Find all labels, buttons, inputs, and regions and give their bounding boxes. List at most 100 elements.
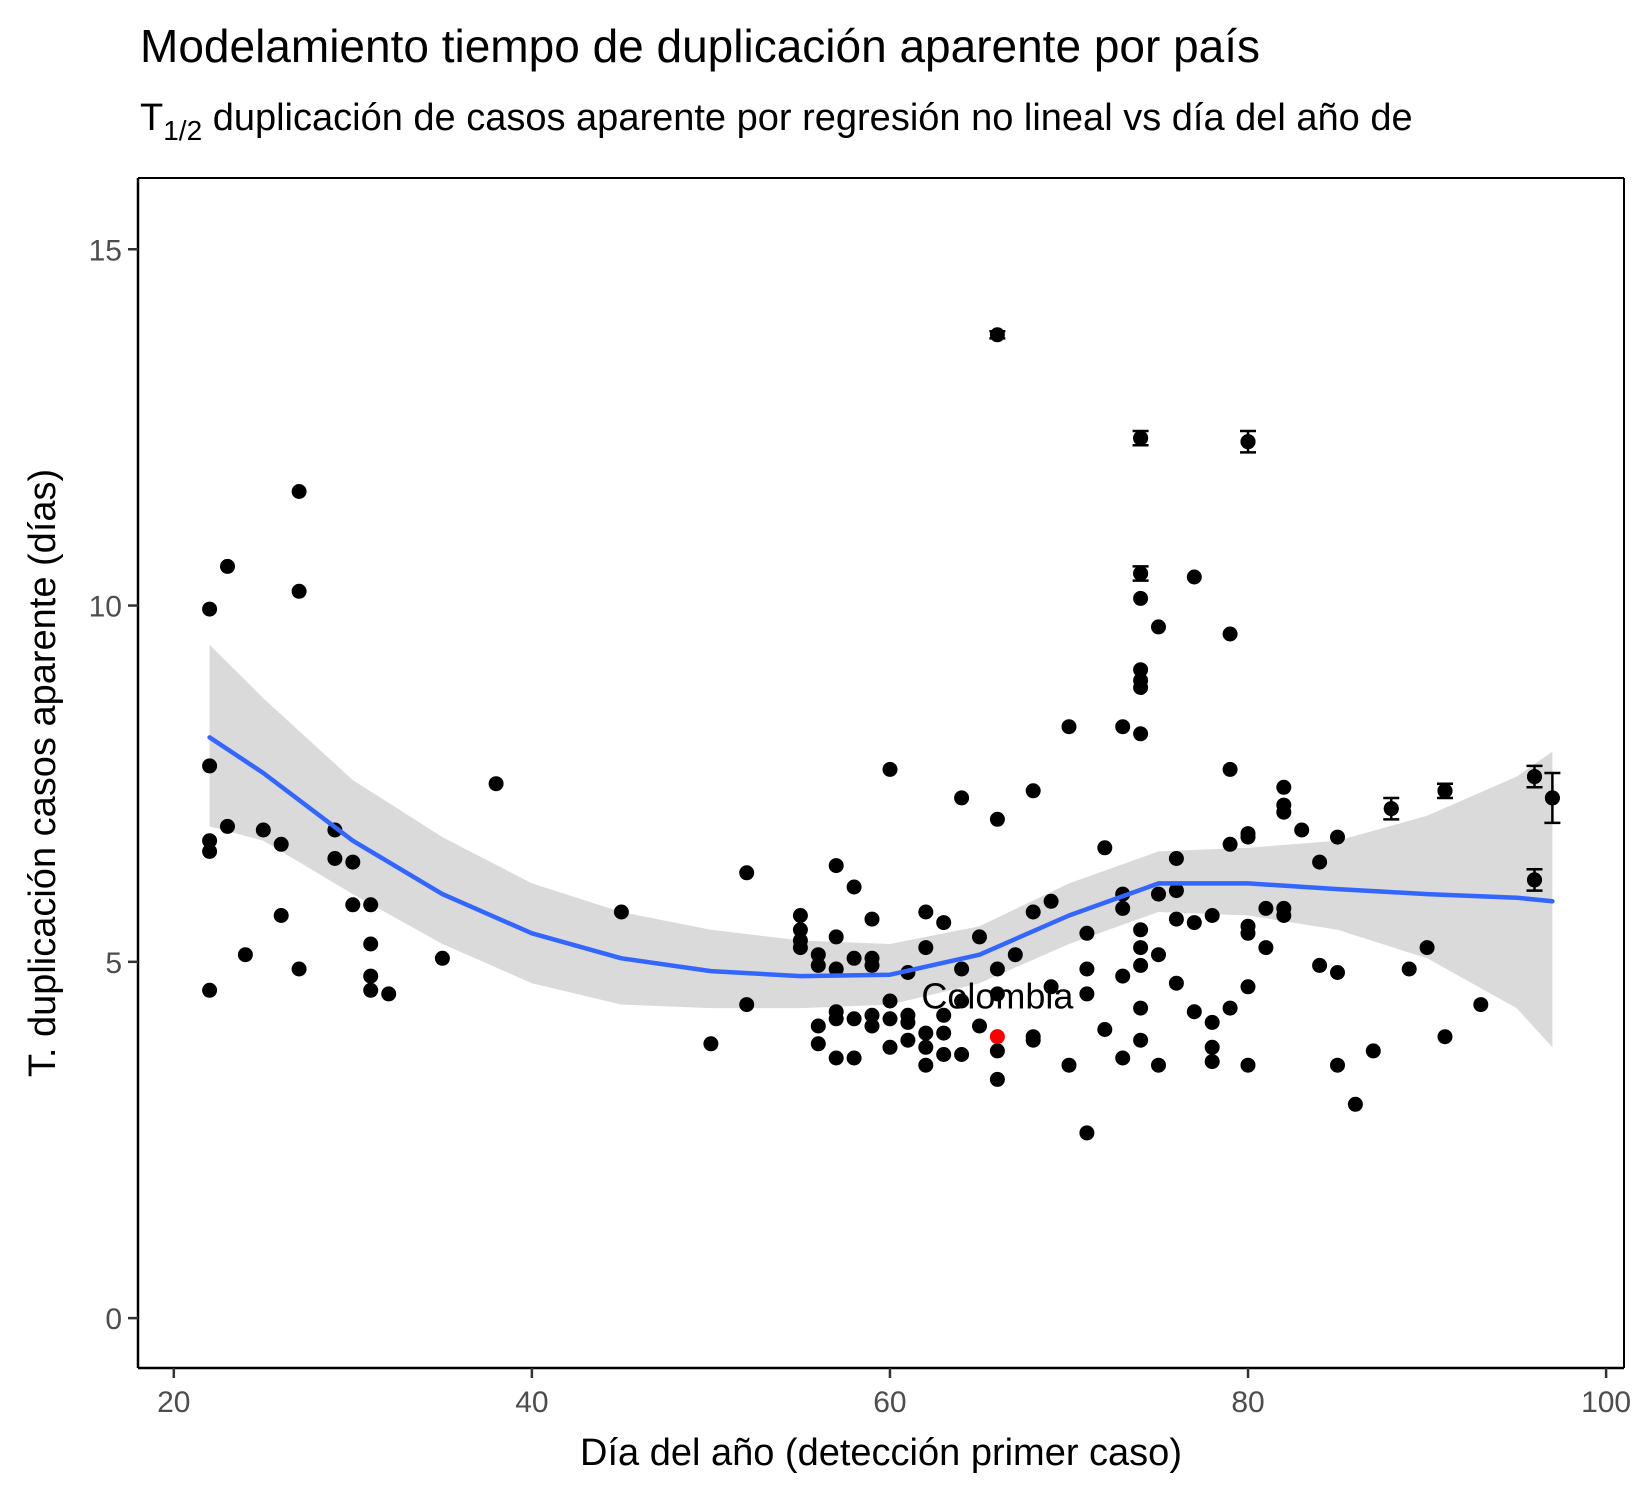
x-axis-ticks: 20 40 60 80 100 bbox=[157, 1368, 1631, 1419]
x-tick-label: 40 bbox=[515, 1386, 548, 1419]
data-point bbox=[1240, 434, 1256, 450]
data-point bbox=[936, 1047, 952, 1062]
chart-title: Modelamiento tiempo de duplicación apare… bbox=[140, 20, 1260, 72]
data-point bbox=[202, 758, 218, 774]
data-point bbox=[1222, 626, 1238, 642]
subtitle-subscript: 1/2 bbox=[163, 115, 202, 146]
data-point bbox=[792, 922, 808, 938]
data-point bbox=[936, 915, 952, 931]
data-point bbox=[1115, 968, 1131, 984]
x-axis-title: Día del año (detección primer caso) bbox=[580, 1432, 1182, 1474]
data-point bbox=[989, 961, 1005, 977]
data-point bbox=[327, 851, 343, 866]
data-point bbox=[1276, 804, 1292, 820]
data-point bbox=[864, 957, 880, 973]
data-point bbox=[363, 968, 379, 984]
smooth-trend-line bbox=[207, 735, 1555, 979]
data-point bbox=[1544, 790, 1560, 806]
data-point bbox=[918, 1025, 934, 1041]
data-point bbox=[882, 993, 898, 1009]
data-point bbox=[1007, 947, 1023, 963]
data-point bbox=[1186, 1004, 1202, 1020]
data-point bbox=[918, 940, 934, 956]
data-point bbox=[1079, 961, 1095, 977]
data-point bbox=[739, 865, 755, 881]
data-point bbox=[882, 1011, 898, 1027]
data-point bbox=[989, 1071, 1005, 1087]
plot-panel bbox=[138, 178, 1624, 1368]
data-point bbox=[954, 790, 970, 806]
data-point bbox=[1347, 1096, 1363, 1112]
data-points bbox=[202, 430, 1560, 1141]
data-point bbox=[1330, 965, 1345, 980]
data-point bbox=[989, 1043, 1005, 1059]
data-point bbox=[1151, 619, 1166, 635]
data-point bbox=[1151, 1057, 1166, 1073]
confidence-ribbon bbox=[209, 644, 1553, 1048]
data-point bbox=[237, 947, 253, 963]
data-point bbox=[810, 1018, 826, 1034]
data-point bbox=[1330, 1057, 1345, 1073]
data-point bbox=[381, 986, 397, 1002]
data-point bbox=[864, 1007, 880, 1023]
data-point bbox=[1061, 1057, 1077, 1073]
data-point bbox=[1079, 986, 1095, 1002]
data-point bbox=[1383, 801, 1399, 817]
data-point bbox=[1186, 569, 1202, 585]
confidence-band bbox=[209, 644, 1553, 1048]
data-point bbox=[1133, 922, 1149, 938]
data-point bbox=[972, 1018, 987, 1034]
data-point bbox=[828, 961, 844, 977]
data-point bbox=[989, 811, 1005, 827]
data-point bbox=[363, 897, 379, 913]
data-point bbox=[1133, 566, 1149, 581]
x-tick-label: 60 bbox=[873, 1386, 906, 1419]
data-point bbox=[810, 1036, 826, 1052]
data-point bbox=[900, 1014, 916, 1030]
data-point bbox=[864, 1018, 880, 1034]
data-point bbox=[202, 843, 218, 859]
data-point bbox=[255, 822, 271, 838]
data-point bbox=[1133, 940, 1149, 956]
data-point bbox=[792, 940, 808, 956]
data-point bbox=[1133, 680, 1149, 695]
data-point bbox=[828, 1011, 844, 1027]
data-point bbox=[846, 1050, 862, 1066]
data-point bbox=[1043, 979, 1059, 995]
data-point bbox=[1168, 975, 1184, 991]
data-point bbox=[291, 484, 307, 499]
data-point bbox=[613, 904, 629, 920]
y-axis-title: T. duplicación casos aparente (días) bbox=[22, 469, 64, 1077]
data-point bbox=[273, 908, 289, 923]
y-tick-label: 10 bbox=[89, 591, 122, 624]
data-point bbox=[1437, 1029, 1453, 1045]
data-point bbox=[220, 818, 235, 834]
data-point bbox=[864, 911, 880, 927]
data-point bbox=[846, 1011, 862, 1027]
data-point bbox=[1168, 911, 1184, 927]
data-point bbox=[1527, 769, 1542, 785]
data-point bbox=[1025, 1032, 1041, 1048]
data-point bbox=[202, 601, 218, 617]
data-point bbox=[1133, 662, 1149, 678]
data-point bbox=[1204, 1039, 1220, 1055]
data-point bbox=[989, 986, 1005, 1002]
data-point bbox=[488, 776, 504, 792]
y-tick-label: 5 bbox=[105, 947, 122, 980]
data-point bbox=[1115, 900, 1131, 916]
data-point bbox=[954, 961, 970, 977]
data-point bbox=[1151, 947, 1166, 963]
data-point bbox=[1061, 719, 1077, 735]
data-point bbox=[202, 833, 218, 849]
data-point bbox=[1419, 940, 1435, 956]
highlight-label: Colombia bbox=[921, 976, 1074, 1017]
data-point bbox=[1186, 915, 1202, 931]
data-point bbox=[345, 854, 361, 870]
y-tick-label: 0 bbox=[105, 1303, 122, 1336]
data-point bbox=[1330, 829, 1345, 845]
data-point bbox=[936, 1025, 952, 1041]
data-point bbox=[792, 908, 808, 923]
data-point bbox=[1312, 957, 1328, 973]
x-tick-label: 20 bbox=[157, 1386, 190, 1419]
